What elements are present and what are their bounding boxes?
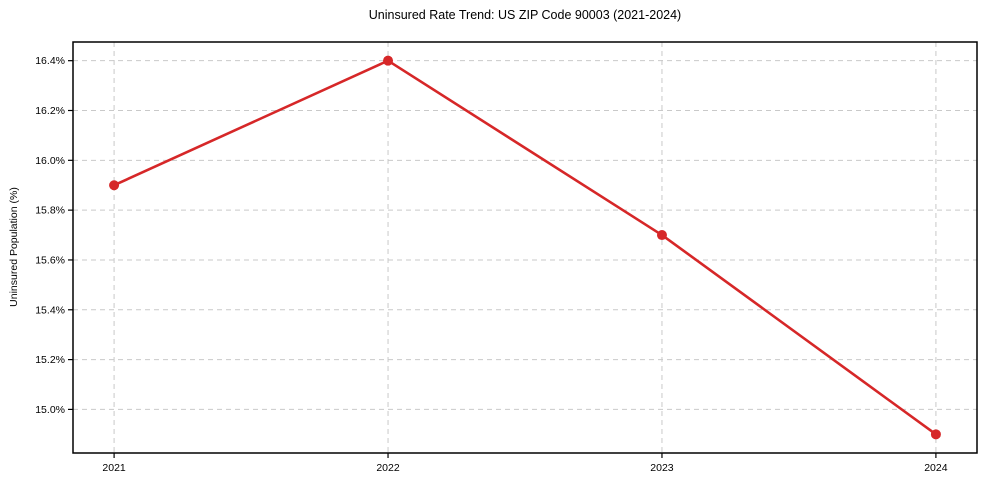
y-tick-label: 15.6% — [35, 254, 65, 266]
plot-border — [72, 41, 978, 454]
x-tick-label: 2023 — [650, 462, 674, 474]
y-axis-label: Uninsured Population (%) — [8, 187, 20, 307]
y-tick-label: 16.4% — [35, 55, 65, 67]
y-tick-label: 15.4% — [35, 304, 65, 316]
y-tick-label: 15.2% — [35, 354, 65, 366]
x-tick-label: 2024 — [924, 462, 948, 474]
y-tick-label: 16.2% — [35, 105, 65, 117]
chart-title: Uninsured Rate Trend: US ZIP Code 90003 … — [368, 8, 682, 22]
x-tick-label: 2021 — [102, 462, 126, 474]
trend-line — [112, 59, 938, 436]
data-point-2024 — [930, 429, 941, 440]
data-point-2021 — [109, 180, 120, 191]
data-point-2023 — [656, 230, 667, 241]
y-tick-label: 15.8% — [35, 205, 65, 217]
y-tick-label: 16.0% — [35, 155, 65, 167]
data-point-2022 — [383, 55, 394, 66]
x-tick-label: 2022 — [376, 462, 400, 474]
y-tick-label: 15.0% — [35, 404, 65, 416]
